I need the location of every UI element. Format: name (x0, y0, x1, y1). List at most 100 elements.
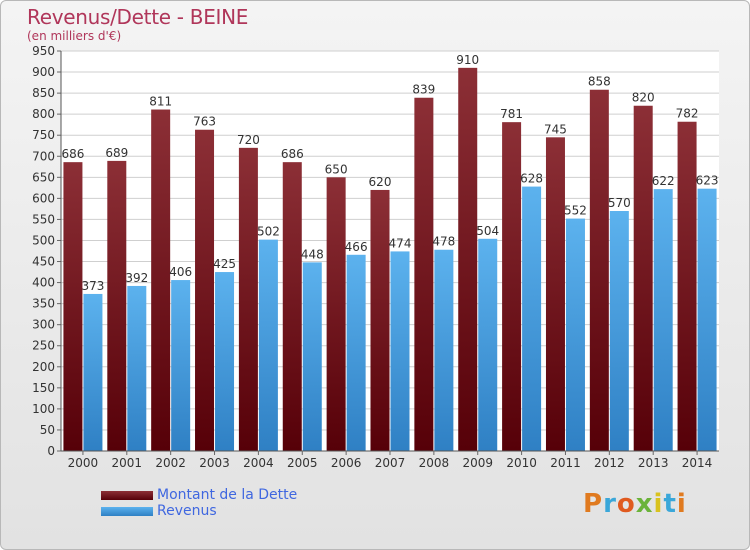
bar-revenus (171, 280, 191, 451)
legend-swatch-dette (101, 490, 153, 500)
chart-title: Revenus/Dette - BEINE (27, 5, 249, 29)
legend: Montant de la Dette Revenus (101, 487, 297, 519)
data-label-dette: 839 (412, 83, 435, 97)
x-tick-label: 2001 (112, 456, 143, 470)
data-label-dette: 650 (325, 162, 348, 176)
data-label-revenus: 623 (696, 174, 719, 188)
bar-dette (195, 129, 215, 451)
bar-revenus (565, 218, 585, 451)
y-tick-label: 700 (32, 149, 55, 163)
y-tick-label: 900 (32, 65, 55, 79)
data-label-revenus: 502 (257, 225, 280, 239)
data-label-revenus: 570 (608, 196, 631, 210)
data-label-revenus: 448 (301, 247, 324, 261)
x-tick-label: 2005 (287, 456, 318, 470)
proxiti-logo: Proxiti (583, 489, 687, 519)
bar-revenus (697, 188, 717, 451)
data-label-revenus: 504 (476, 224, 499, 238)
logo-letter: P (583, 489, 604, 519)
x-tick-label: 2008 (419, 456, 450, 470)
bar-dette (589, 89, 609, 451)
y-tick-label: 200 (32, 360, 55, 374)
bar-dette (370, 189, 390, 451)
bar-dette (326, 177, 346, 451)
y-tick-label: 150 (32, 381, 55, 395)
bar-dette (63, 162, 83, 451)
data-label-revenus: 466 (345, 240, 368, 254)
data-label-revenus: 425 (213, 257, 236, 271)
logo-letter: i (653, 489, 664, 519)
legend-label-revenus: Revenus (157, 503, 217, 519)
data-label-dette: 686 (61, 147, 84, 161)
data-label-dette: 910 (456, 53, 479, 67)
data-label-dette: 720 (237, 133, 260, 147)
y-tick-label: 650 (32, 170, 55, 184)
y-tick-label: 550 (32, 212, 55, 226)
bar-dette (458, 67, 478, 451)
logo-letter: o (616, 489, 636, 519)
data-label-dette: 763 (193, 115, 216, 129)
y-tick-label: 500 (32, 233, 55, 247)
logo-letter: t (663, 489, 677, 519)
bar-revenus (83, 293, 103, 451)
bar-revenus (609, 211, 629, 451)
bar-dette (238, 147, 258, 451)
x-tick-label: 2007 (375, 456, 406, 470)
y-tick-label: 250 (32, 339, 55, 353)
data-label-dette: 745 (544, 122, 567, 136)
data-label-revenus: 474 (389, 236, 412, 250)
bar-revenus (434, 249, 454, 451)
data-label-dette: 689 (105, 146, 128, 160)
x-tick-label: 2006 (331, 456, 362, 470)
bar-dette (282, 162, 302, 451)
y-tick-label: 950 (32, 44, 55, 58)
bar-dette (414, 97, 434, 451)
bar-dette (151, 109, 171, 452)
y-tick-label: 800 (32, 107, 55, 121)
x-tick-label: 2002 (155, 456, 186, 470)
logo-letter: x (635, 489, 654, 519)
bar-revenus (522, 186, 542, 451)
x-tick-label: 2009 (462, 456, 493, 470)
y-tick-label: 450 (32, 255, 55, 269)
chart-subtitle: (en milliers d'€) (27, 29, 122, 43)
bar-dette (107, 160, 127, 452)
bar-revenus (215, 272, 235, 451)
bar-dette (633, 105, 653, 451)
x-tick-label: 2004 (243, 456, 274, 470)
legend-item-revenus: Revenus (101, 503, 297, 519)
data-label-revenus: 622 (652, 174, 675, 188)
data-label-revenus: 373 (81, 279, 104, 293)
data-label-dette: 782 (676, 107, 699, 121)
x-tick-label: 2003 (199, 456, 230, 470)
x-tick-label: 2000 (68, 456, 99, 470)
y-tick-label: 100 (32, 402, 55, 416)
data-label-revenus: 392 (125, 271, 148, 285)
data-label-dette: 686 (281, 147, 304, 161)
y-tick-label: 300 (32, 318, 55, 332)
x-tick-label: 2011 (550, 456, 581, 470)
legend-item-dette: Montant de la Dette (101, 487, 297, 503)
bar-revenus (478, 238, 498, 451)
y-tick-label: 750 (32, 128, 55, 142)
y-tick-label: 50 (40, 423, 55, 437)
x-tick-label: 2013 (638, 456, 669, 470)
bar-revenus (258, 239, 278, 451)
plot-area (61, 51, 719, 451)
y-tick-label: 350 (32, 297, 55, 311)
bar-revenus (653, 189, 673, 451)
x-tick-label: 2014 (682, 456, 713, 470)
data-label-dette: 781 (500, 107, 523, 121)
data-label-dette: 858 (588, 75, 611, 89)
logo-letter: r (603, 489, 617, 519)
y-tick-label: 600 (32, 191, 55, 205)
logo-letter: i (676, 489, 687, 519)
data-label-revenus: 478 (432, 235, 455, 249)
bar-revenus (127, 285, 147, 451)
data-label-revenus: 552 (564, 204, 587, 218)
data-label-dette: 811 (149, 95, 172, 109)
bar-dette (677, 121, 697, 451)
x-tick-label: 2010 (506, 456, 537, 470)
